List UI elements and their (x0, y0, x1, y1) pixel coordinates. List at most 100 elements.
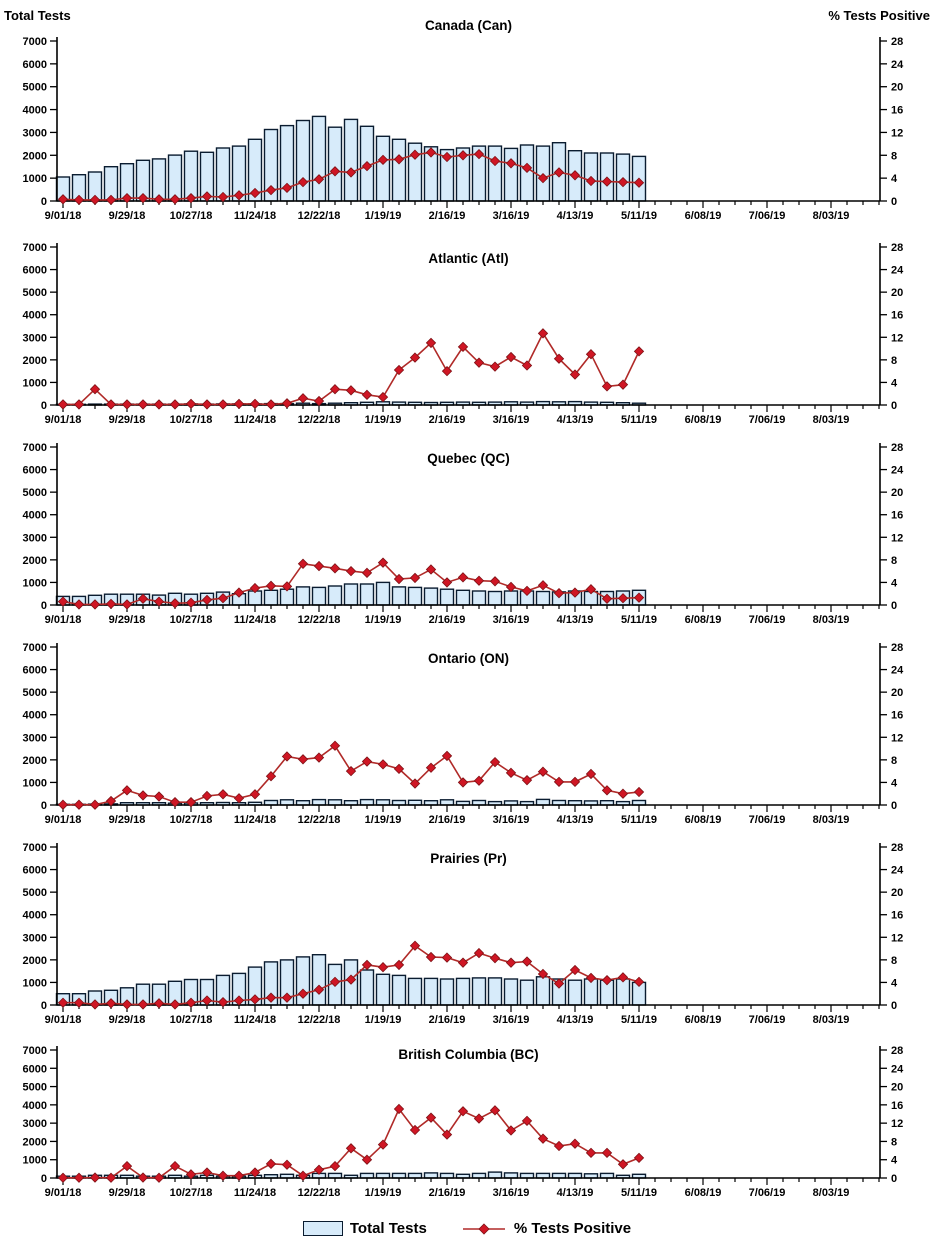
bar (311, 798, 327, 806)
pct-point (569, 1138, 581, 1149)
bar (423, 977, 439, 1006)
bar (567, 979, 583, 1006)
pct-point (457, 572, 469, 583)
pct-point (297, 393, 309, 404)
pct-positive-marker-icon (462, 1222, 505, 1235)
y-left-tick-label: 6000 (23, 59, 47, 71)
pct-point (457, 957, 469, 968)
y-left-tick-label: 4000 (23, 710, 47, 722)
y-right-tick-label: 4 (891, 977, 898, 989)
bar (391, 974, 407, 1006)
pct-point (489, 952, 501, 964)
pct-point (553, 776, 565, 788)
y-right-tick-label: 24 (891, 665, 904, 677)
y-left-tick-label: 7000 (23, 242, 47, 254)
pct-point (313, 752, 325, 763)
y-right-tick-label: 12 (891, 1118, 903, 1130)
y-left-tick-label: 6000 (23, 865, 47, 877)
y-left-tick-label: 2000 (23, 755, 47, 767)
pct-point (329, 384, 341, 395)
x-tick-label: 6/08/19 (685, 1014, 722, 1025)
pct-point (361, 160, 373, 172)
y-left-tick-label: 3000 (23, 932, 47, 944)
bar (503, 590, 519, 606)
pct-point (489, 756, 501, 768)
pct-point (633, 346, 645, 357)
x-axis: 9/01/18 9/29/18 10/27/18 11/24/18 12/22/18 1/… (45, 201, 880, 222)
y-left-tick-label: 0 (41, 800, 47, 812)
chart-svg-atlantic: 0 1000 2000 3000 4000 5000 6000 7000 0 4 8 12 16 20 24… (23, 242, 905, 425)
x-tick-label: 9/01/18 (45, 614, 82, 625)
x-tick-label: 6/08/19 (685, 814, 722, 825)
pct-point (313, 395, 325, 407)
pct-point (297, 754, 309, 765)
pct-point (121, 785, 133, 796)
pct-point (569, 964, 581, 976)
y-axis-left: 0 1000 2000 3000 4000 5000 6000 7000 (23, 36, 57, 208)
pct-point (537, 766, 549, 777)
x-tick-label: 4/13/19 (557, 1187, 594, 1199)
pct-point (489, 576, 501, 587)
y-right-tick-label: 20 (891, 1082, 903, 1094)
pct-point (169, 797, 181, 808)
y-left-tick-label: 7000 (23, 842, 47, 854)
pct-point (201, 995, 213, 1006)
pct-point (393, 959, 405, 971)
y-axis-right: 0 4 8 12 16 20 24 28 (880, 442, 904, 612)
pct-point (153, 998, 165, 1009)
left-axis-title: Total Tests (4, 8, 71, 23)
y-right-tick-label: 16 (891, 1100, 903, 1112)
y-left-tick-label: 3000 (23, 532, 47, 544)
y-left-tick-label: 2000 (23, 955, 47, 967)
y-right-tick-label: 24 (891, 465, 904, 477)
y-right-tick-label: 28 (891, 442, 903, 454)
bar (407, 977, 423, 1006)
pct-point (185, 597, 197, 608)
y-right-tick-label: 8 (891, 955, 897, 967)
x-tick-label: 5/11/19 (621, 1187, 657, 1199)
x-tick-label: 12/22/18 (298, 210, 341, 222)
x-tick-label: 6/08/19 (685, 210, 722, 222)
y-left-tick-label: 5000 (23, 287, 47, 299)
pct-point (169, 999, 181, 1010)
pct-point (361, 756, 373, 767)
x-tick-label: 11/24/18 (234, 814, 276, 825)
pct-point (329, 166, 341, 177)
y-left-tick-label: 5000 (23, 1082, 47, 1094)
pct-point (409, 940, 421, 951)
pct-point (201, 790, 213, 802)
pct-point (473, 148, 485, 160)
y-right-tick-label: 28 (891, 242, 903, 254)
chart-svg-british-columbia: 0 1000 2000 3000 4000 5000 6000 7000 0 4 8 12 16 20 24… (23, 1045, 905, 1199)
pct-point (377, 759, 389, 770)
bars-series (55, 115, 647, 202)
pct-point (585, 972, 597, 984)
pct-point (121, 192, 133, 204)
chart-svg-canada: 0 1000 2000 3000 4000 5000 6000 7000 0 4 8 12 16 20 24… (23, 18, 905, 222)
x-tick-label: 9/29/18 (109, 1014, 146, 1025)
x-tick-label: 7/06/19 (749, 1187, 786, 1199)
legend-total-tests-label: Total Tests (349, 1220, 427, 1237)
bar (359, 798, 375, 806)
chart-svg-prairies: 0 1000 2000 3000 4000 5000 6000 7000 0 4 8 12 16 20 24… (23, 842, 905, 1025)
pct-point (297, 988, 309, 999)
pct-point (633, 976, 645, 988)
y-left-tick-label: 7000 (23, 36, 47, 48)
y-right-tick-label: 0 (891, 1000, 897, 1012)
x-tick-label: 5/11/19 (621, 614, 657, 625)
y-left-tick-label: 4000 (23, 1100, 47, 1112)
chart-section-quebec: 0 1000 2000 3000 4000 5000 6000 7000 0 4 8 12 16 20 24… (0, 425, 934, 625)
pct-point (409, 778, 421, 789)
bar (391, 586, 407, 606)
axes (56, 243, 881, 406)
pct-point (537, 172, 549, 184)
y-left-tick-label: 5000 (23, 487, 47, 499)
x-tick-label: 1/19/19 (365, 1014, 402, 1025)
pct-point (393, 1103, 405, 1115)
pct-point (505, 767, 517, 779)
pct-point (89, 1172, 101, 1183)
pct-point (361, 959, 373, 971)
pct-point (617, 1159, 629, 1170)
pct-point (457, 777, 469, 788)
pct-point (553, 587, 565, 599)
